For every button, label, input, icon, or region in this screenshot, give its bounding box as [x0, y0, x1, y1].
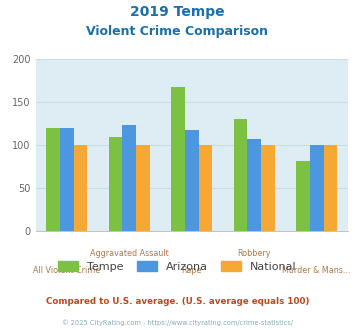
Text: Rape: Rape — [181, 266, 202, 275]
Bar — [46, 128, 60, 231]
Bar — [234, 119, 247, 231]
Bar — [198, 145, 212, 231]
Text: Violent Crime Comparison: Violent Crime Comparison — [87, 25, 268, 38]
Text: 2019 Tempe: 2019 Tempe — [130, 5, 225, 19]
Text: Aggravated Assault: Aggravated Assault — [90, 249, 169, 258]
Bar — [185, 130, 198, 231]
Bar — [109, 137, 122, 231]
Bar — [171, 87, 185, 231]
Text: All Violent Crime: All Violent Crime — [33, 266, 100, 275]
Bar — [73, 145, 87, 231]
Bar — [261, 145, 275, 231]
Text: Compared to U.S. average. (U.S. average equals 100): Compared to U.S. average. (U.S. average … — [46, 297, 309, 306]
Bar — [310, 145, 323, 231]
Bar — [60, 128, 73, 231]
Text: Murder & Mans...: Murder & Mans... — [283, 266, 351, 275]
Bar — [136, 145, 150, 231]
Bar — [296, 161, 310, 231]
Bar — [122, 125, 136, 231]
Legend: Tempe, Arizona, National: Tempe, Arizona, National — [54, 257, 301, 277]
Bar — [323, 145, 337, 231]
Text: Robbery: Robbery — [237, 249, 271, 258]
Bar — [247, 139, 261, 231]
Text: © 2025 CityRating.com - https://www.cityrating.com/crime-statistics/: © 2025 CityRating.com - https://www.city… — [62, 319, 293, 326]
